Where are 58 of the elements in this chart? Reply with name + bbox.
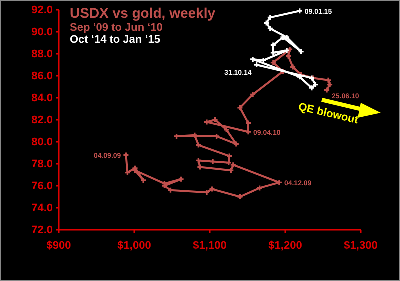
point <box>298 49 304 54</box>
point <box>261 58 266 64</box>
y-tick-label: 86.0 <box>32 70 53 83</box>
point <box>297 8 302 14</box>
y-tick-label: 78.0 <box>32 158 53 171</box>
point <box>250 92 256 98</box>
y-tick-label: 74.0 <box>32 202 53 215</box>
point <box>268 15 273 20</box>
point <box>212 117 218 123</box>
point <box>254 62 260 68</box>
point <box>196 142 202 148</box>
y-tick-label: 72.0 <box>32 224 53 237</box>
point <box>196 158 202 164</box>
point <box>238 194 243 200</box>
point <box>238 105 243 110</box>
x-tick-label: $900 <box>46 240 72 252</box>
point <box>125 170 130 176</box>
point <box>270 60 276 66</box>
x-tick-label: $1,200 <box>268 240 302 252</box>
x-tick-label: $1,000 <box>118 240 152 252</box>
point <box>326 78 332 83</box>
y-tick-label: 80.0 <box>32 136 53 149</box>
x-tick-label: $1,100 <box>193 240 227 252</box>
point <box>227 154 232 159</box>
point <box>230 162 236 168</box>
point <box>234 142 239 147</box>
point <box>141 178 146 184</box>
y-tick-label: 92.0 <box>32 4 53 17</box>
point <box>226 160 232 166</box>
point <box>268 26 273 32</box>
point <box>264 20 270 26</box>
y-tick-label: 82.0 <box>32 114 53 127</box>
point <box>228 168 234 174</box>
text: Oct ‘14 to Jan ‘15 <box>70 34 160 46</box>
point <box>178 176 184 182</box>
point <box>284 48 290 54</box>
point <box>210 186 215 192</box>
point <box>309 86 314 91</box>
point <box>270 50 276 56</box>
y-tick-label: 84.0 <box>32 92 53 105</box>
point <box>328 82 333 88</box>
point <box>290 64 296 70</box>
x-tick-label: $1,300 <box>344 240 378 252</box>
point <box>210 159 216 164</box>
y-tick-label: 90.0 <box>32 26 53 39</box>
point <box>250 56 256 62</box>
point <box>286 54 292 59</box>
y-tick-label: 88.0 <box>32 48 53 61</box>
point <box>257 186 262 191</box>
text: Sep ‘09 to Jun ‘10 <box>70 22 163 34</box>
annotation: QE blowout <box>297 101 360 127</box>
y-tick-label: 76.0 <box>32 180 53 193</box>
chart-title: USDX vs gold, weekly <box>70 5 216 21</box>
point <box>224 127 230 132</box>
point <box>313 82 318 88</box>
point <box>270 42 276 48</box>
point <box>124 152 129 158</box>
point <box>324 88 330 93</box>
